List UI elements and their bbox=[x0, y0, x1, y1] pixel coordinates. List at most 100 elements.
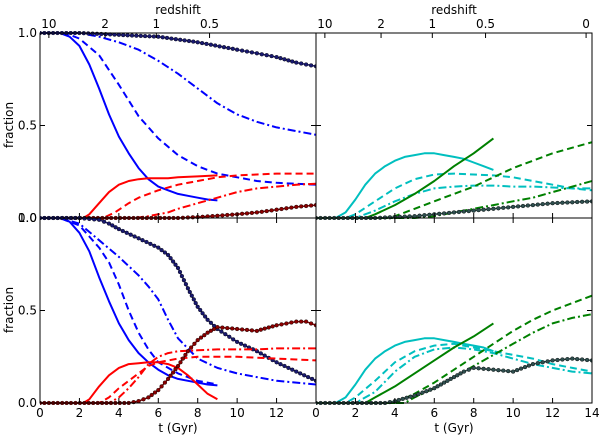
y-axis-label-bottom: fraction bbox=[2, 287, 16, 333]
series-marker bbox=[116, 227, 121, 232]
series-marker bbox=[177, 269, 183, 275]
y-axis-label-top: fraction bbox=[2, 102, 16, 148]
series-marker bbox=[451, 210, 457, 215]
series-marker bbox=[522, 365, 528, 370]
axes-frame bbox=[39, 32, 317, 219]
y-tick-label: 1.0 bbox=[18, 26, 37, 40]
series-marker bbox=[179, 274, 184, 279]
series-marker bbox=[424, 389, 429, 394]
series-marker bbox=[227, 334, 232, 339]
panel-top-right: 10 2 1 0.5 0 bbox=[315, 17, 593, 220]
series-marker bbox=[193, 301, 198, 306]
series-marker bbox=[518, 366, 524, 371]
series-marker bbox=[240, 48, 245, 53]
series-marker bbox=[191, 297, 196, 302]
series-marker bbox=[198, 307, 203, 313]
axes-frame bbox=[315, 32, 593, 219]
series-marker bbox=[417, 213, 422, 218]
redshift-tick-label: 2 bbox=[101, 17, 109, 31]
redshift-axis-label: redshift bbox=[431, 3, 477, 17]
series-marker bbox=[550, 358, 555, 363]
series-marker bbox=[298, 371, 303, 376]
series-line bbox=[316, 180, 592, 219]
series-marker bbox=[408, 394, 413, 399]
series-marker bbox=[198, 335, 204, 340]
series-marker bbox=[175, 265, 181, 271]
series-marker bbox=[195, 338, 200, 343]
series-line bbox=[40, 361, 218, 404]
series-line bbox=[40, 217, 316, 386]
series-marker bbox=[448, 376, 453, 381]
series-marker bbox=[159, 384, 164, 389]
series-marker bbox=[156, 34, 161, 39]
series-marker bbox=[584, 199, 590, 204]
series-marker bbox=[132, 234, 137, 239]
series-marker bbox=[412, 393, 417, 398]
series-marker bbox=[230, 212, 235, 217]
series-marker bbox=[156, 388, 161, 393]
series-marker bbox=[148, 241, 153, 246]
series-marker bbox=[249, 210, 254, 215]
series-marker bbox=[510, 369, 516, 374]
x-tick-label: 6 bbox=[430, 406, 438, 420]
series-marker bbox=[560, 357, 565, 362]
series-marker bbox=[141, 397, 146, 402]
redshift-axis-label: redshift bbox=[155, 3, 201, 17]
series-marker bbox=[520, 203, 526, 209]
series-marker bbox=[274, 207, 279, 212]
series-marker bbox=[286, 58, 291, 63]
x-tick-label: 4 bbox=[391, 406, 399, 420]
series-marker bbox=[254, 328, 259, 333]
series-marker bbox=[203, 314, 208, 319]
series-marker bbox=[195, 304, 200, 309]
series-marker bbox=[278, 56, 283, 61]
series-marker bbox=[526, 363, 531, 368]
series-marker bbox=[579, 199, 585, 204]
series-marker bbox=[181, 278, 186, 283]
panel-bottom-right: 0 2 4 6 8 10 12 14 bbox=[312, 217, 600, 420]
series-marker bbox=[461, 209, 466, 214]
series-marker bbox=[208, 42, 213, 47]
series-marker bbox=[466, 367, 471, 372]
series-marker bbox=[225, 212, 230, 218]
series-marker bbox=[185, 286, 190, 291]
series-marker bbox=[212, 326, 217, 332]
series-marker bbox=[120, 228, 125, 234]
series-marker bbox=[242, 343, 248, 348]
series-marker bbox=[515, 204, 521, 209]
axes-frame bbox=[39, 217, 317, 404]
series-marker bbox=[166, 252, 171, 258]
series-marker bbox=[195, 40, 200, 45]
series-line bbox=[40, 174, 218, 219]
series-marker bbox=[219, 329, 224, 334]
x-tick-label: 14 bbox=[584, 406, 599, 420]
series-marker bbox=[304, 203, 309, 209]
series-marker bbox=[128, 232, 133, 237]
series-marker bbox=[442, 211, 447, 216]
series-marker bbox=[289, 205, 294, 210]
series-line bbox=[316, 141, 592, 219]
series-marker bbox=[545, 359, 550, 364]
series-marker bbox=[90, 31, 95, 36]
series-marker bbox=[230, 46, 235, 51]
series-marker bbox=[173, 367, 178, 372]
series-marker bbox=[113, 225, 118, 230]
redshift-tick-label: 0.5 bbox=[476, 17, 495, 31]
series-marker bbox=[304, 319, 309, 324]
series-marker bbox=[455, 373, 460, 378]
x-tick-label: 2 bbox=[352, 406, 360, 420]
series-marker bbox=[239, 341, 244, 346]
redshift-tick-label: 10 bbox=[41, 17, 56, 31]
y-tick-label: 1.0 bbox=[18, 211, 37, 225]
series-marker bbox=[290, 59, 295, 64]
series-marker bbox=[94, 31, 100, 36]
series-marker bbox=[160, 35, 165, 40]
series-line bbox=[40, 32, 316, 136]
series-marker bbox=[152, 243, 157, 248]
series-line bbox=[316, 313, 592, 404]
series-marker bbox=[191, 39, 196, 44]
series-marker bbox=[204, 41, 209, 46]
series-marker bbox=[496, 206, 501, 211]
series-marker bbox=[442, 380, 447, 385]
